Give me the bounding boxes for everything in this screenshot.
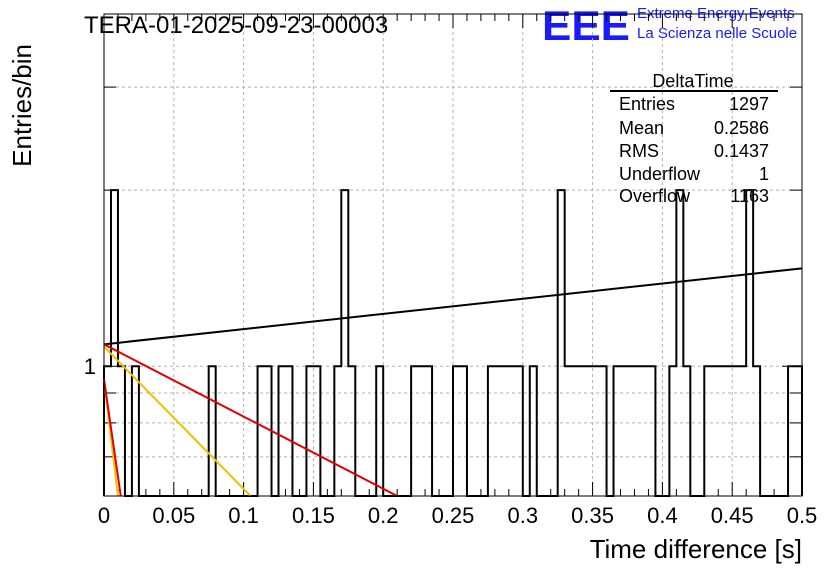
stats-label-underflow: Underflow: [619, 164, 701, 184]
x-tick-label: 0.35: [571, 503, 614, 528]
x-tick-label: 0.15: [292, 503, 335, 528]
stats-value-rms: 0.1437: [714, 141, 769, 161]
eee-logo-letters: EEE: [542, 2, 630, 49]
x-tick-label: 0.4: [647, 503, 678, 528]
fit-curve-4: [103, 379, 122, 497]
stats-label-rms: RMS: [619, 141, 659, 161]
eee-logo-line2: La Scienza nelle Scuole: [637, 25, 797, 42]
fit-curves: [103, 267, 803, 497]
histogram-series: [103, 189, 803, 497]
stats-box: DeltaTime Entries 1297 Mean 0.2586 RMS 0…: [610, 71, 778, 206]
x-tick-label: 0.3: [508, 503, 539, 528]
x-tick-label: 0.1: [228, 503, 259, 528]
stats-title: DeltaTime: [652, 71, 733, 91]
x-tick-label: 0.05: [152, 503, 195, 528]
eee-logo: EEE Extreme Energy Events La Scienza nel…: [542, 2, 797, 49]
stats-value-mean: 0.2586: [714, 118, 769, 138]
stats-value-underflow: 1: [759, 164, 769, 184]
x-tick-label: 0.45: [711, 503, 754, 528]
stats-value-entries: 1297: [729, 94, 769, 114]
plot-frame: [103, 13, 803, 497]
x-tick-label: 0.2: [368, 503, 399, 528]
y-tick-labels: 1: [84, 354, 96, 379]
fit-curve-2: [103, 345, 252, 497]
x-tick-label: 0.25: [432, 503, 475, 528]
chart-title: TERA-01-2025-09-23-00003: [84, 12, 388, 39]
fit-curve-0: [103, 267, 803, 346]
y-tick-label: 1: [84, 354, 96, 379]
x-tick-label: 0: [98, 503, 110, 528]
stats-label-overflow: Overflow: [619, 186, 691, 206]
fit-curve-1: [103, 343, 398, 497]
stats-label-mean: Mean: [619, 118, 664, 138]
y-axis-label: Entries/bin: [7, 44, 37, 167]
x-axis-label: Time difference [s]: [590, 534, 802, 564]
x-tick-label: 0.5: [787, 503, 818, 528]
stats-label-entries: Entries: [619, 94, 675, 114]
stats-value-overflow: 1163: [730, 186, 769, 206]
x-tick-labels: 0 0.05 0.1 0.15 0.2 0.25 0.3 0.35 0.4 0.45 0.5: [98, 503, 817, 528]
